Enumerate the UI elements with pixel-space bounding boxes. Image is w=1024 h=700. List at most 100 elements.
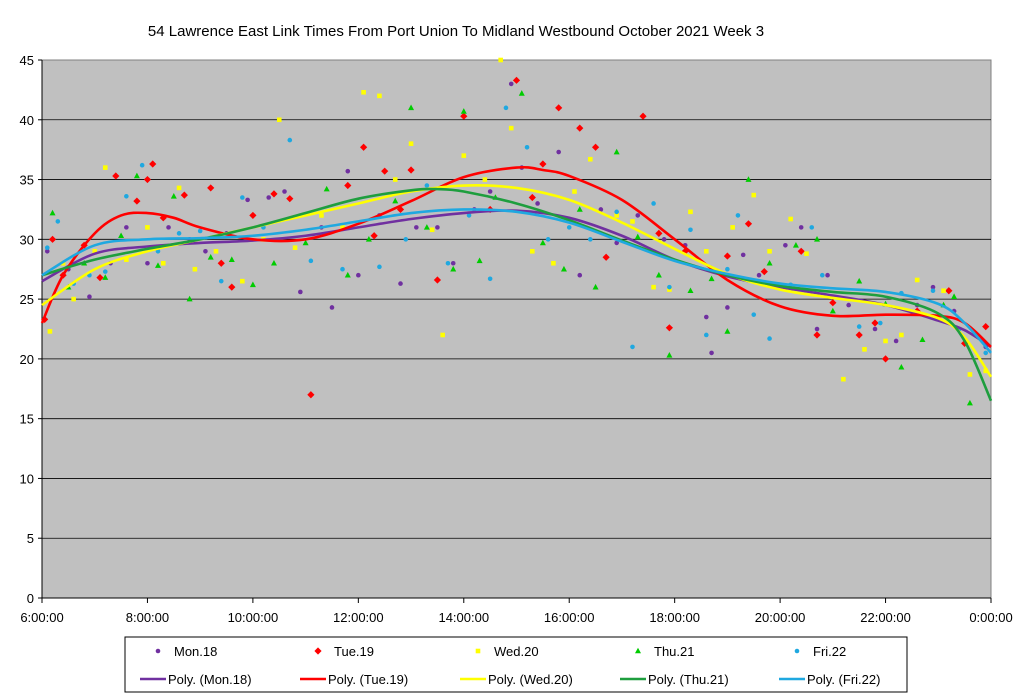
data-point [528, 193, 536, 202]
data-point [381, 167, 389, 175]
data-point [524, 144, 530, 150]
data-point [329, 305, 335, 310]
data-point [614, 240, 619, 246]
data-point [814, 236, 821, 242]
data-point [630, 219, 635, 224]
data-point [704, 248, 709, 254]
data-point [282, 189, 287, 194]
data-point [725, 266, 730, 272]
x-tick-label: 6:00:00 [20, 610, 63, 625]
data-point [877, 320, 883, 326]
data-point [302, 239, 309, 246]
data-point [572, 189, 577, 194]
data-point [170, 192, 177, 199]
data-point [577, 272, 583, 278]
x-tick-label: 10:00:00 [228, 610, 279, 625]
data-point [139, 162, 145, 168]
data-point [403, 237, 409, 242]
x-tick-label: 14:00:00 [438, 610, 489, 625]
data-point [370, 232, 378, 240]
data-point [766, 259, 773, 266]
data-point [55, 219, 61, 224]
legend-label: Wed.20 [494, 644, 539, 659]
data-point [898, 363, 905, 370]
data-point [487, 189, 493, 194]
data-point [740, 252, 746, 258]
legend-label: Poly. (Tue.19) [328, 672, 408, 687]
data-point [804, 251, 809, 256]
data-point [118, 232, 125, 239]
y-tick-label: 45 [20, 53, 34, 68]
data-point [218, 278, 224, 284]
data-point [756, 272, 762, 278]
data-point [508, 81, 514, 87]
legend-marker [475, 648, 481, 654]
legend-marker [635, 647, 641, 654]
trendline-poly-thu-21 [41, 187, 993, 402]
data-point [145, 225, 150, 230]
data-point [197, 228, 203, 234]
data-point [340, 266, 345, 272]
data-point [49, 209, 56, 216]
y-tick-label: 35 [20, 173, 34, 188]
data-point [576, 206, 583, 212]
data-point [266, 195, 272, 200]
data-point [723, 252, 731, 260]
legend-label: Poly. (Thu.21) [648, 672, 729, 687]
data-point [44, 248, 50, 254]
data-point [930, 284, 936, 290]
data-point [591, 143, 600, 151]
data-point [44, 245, 50, 251]
y-tick-label: 30 [20, 232, 34, 247]
trendlines [40, 165, 993, 402]
data-point [461, 153, 467, 158]
data-point [344, 271, 351, 278]
data-point [855, 331, 863, 339]
data-point [665, 324, 673, 332]
data-point [377, 93, 382, 99]
data-point [725, 305, 730, 310]
data-point [270, 190, 278, 198]
series-tue-19 [41, 76, 990, 399]
data-point [207, 184, 215, 192]
data-point [951, 293, 958, 300]
data-point [308, 258, 314, 264]
data-point [112, 172, 120, 180]
legend-label: Poly. (Fri.22) [807, 672, 880, 687]
data-point [286, 195, 294, 203]
y-tick-label: 10 [20, 471, 34, 486]
data-point [249, 211, 257, 220]
data-point [149, 160, 157, 168]
data-point [655, 229, 663, 237]
data-point [841, 376, 846, 382]
data-point [661, 237, 667, 242]
data-point [466, 213, 472, 218]
data-point [48, 235, 57, 243]
legend-label: Tue.19 [334, 644, 374, 659]
data-point [744, 220, 753, 228]
data-point [124, 193, 129, 199]
data-point [124, 257, 129, 262]
data-point [651, 201, 656, 206]
data-point [751, 192, 757, 198]
data-point [966, 399, 973, 406]
data-point [408, 104, 415, 111]
data-point [186, 295, 193, 302]
data-point [482, 177, 488, 182]
legend-marker [794, 648, 800, 654]
data-point [180, 191, 188, 199]
data-point [96, 273, 104, 282]
data-point [323, 185, 330, 192]
data-point [476, 257, 483, 264]
data-point [240, 278, 245, 284]
x-axis: 6:00:00 8:00:00 10:00:00 12:00:00 14:00:00 16… [20, 597, 1013, 625]
data-point [614, 209, 619, 215]
x-tick-label: 18:00:00 [649, 610, 700, 625]
data-point [651, 284, 656, 290]
data-point [160, 260, 166, 266]
data-point [124, 225, 129, 230]
data-point [930, 288, 936, 294]
data-point [592, 283, 599, 290]
y-tick-label: 15 [20, 412, 34, 427]
data-point [71, 296, 76, 302]
